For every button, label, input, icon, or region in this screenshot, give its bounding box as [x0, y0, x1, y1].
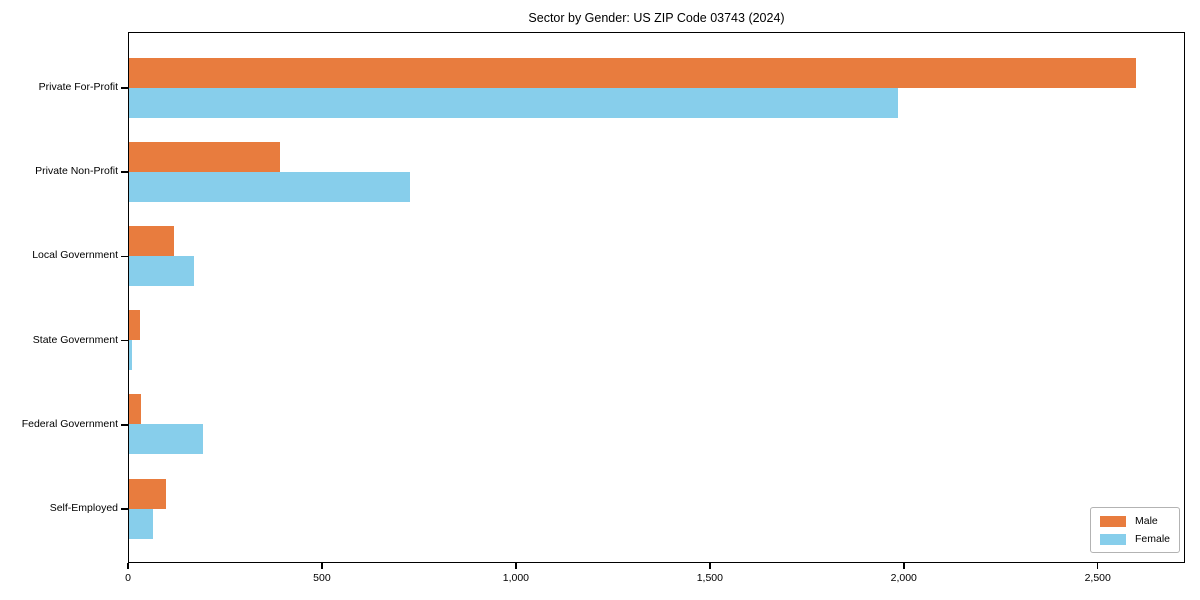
legend-item-male: Male [1099, 515, 1170, 527]
bar-male-local-government [129, 225, 174, 256]
y-tick-mark [121, 255, 128, 258]
bar-female-self-employed [129, 508, 153, 539]
y-tick-mark [121, 508, 128, 510]
chart-title: Sector by Gender: US ZIP Code 03743 (202… [528, 11, 785, 25]
legend-swatch-female-icon [1099, 533, 1126, 545]
bar-female-federal-government [129, 424, 203, 455]
y-axis-category-label-private-for-profit: Private For-Profit [38, 81, 118, 93]
y-tick-mark [121, 87, 128, 89]
x-axis-tick-label-1500: 1,500 [696, 572, 723, 584]
y-axis-category-label-private-non-profit: Private Non-Profit [35, 165, 118, 178]
y-axis-category-label-state-government: State Government [32, 333, 118, 346]
legend-item-female: Female [1099, 533, 1170, 545]
x-tick-mark [515, 563, 517, 569]
x-axis: 0 500 1,000 1,500 2,000 2,500 [125, 563, 1185, 595]
y-tick-mark [121, 424, 128, 426]
bar-male-private-non-profit [129, 141, 280, 172]
x-tick-mark [127, 563, 129, 569]
x-tick-mark [321, 563, 323, 569]
x-tick-mark [709, 563, 711, 569]
y-axis-category-label-federal-government: Federal Government [21, 417, 118, 430]
bar-male-private-for-profit [129, 57, 1136, 88]
y-tick-mark [121, 171, 128, 173]
plot-area: Male Female [128, 32, 1185, 563]
legend-label-female: Female [1134, 533, 1170, 545]
legend: Male Female [1089, 507, 1180, 553]
bar-female-private-for-profit [129, 87, 898, 118]
x-axis-tick-label-1000: 1,000 [502, 572, 530, 584]
bar-female-state-government [129, 340, 133, 371]
y-tick-mark [121, 339, 128, 342]
x-axis-tick-label-500: 500 [313, 572, 331, 584]
x-tick-mark [1096, 563, 1099, 569]
bar-female-private-non-profit [129, 171, 410, 202]
bar-male-self-employed [129, 478, 166, 509]
y-axis-category-label-self-employed: Self-Employed [49, 502, 118, 514]
bar-male-federal-government [129, 394, 141, 425]
bar-male-state-government [129, 310, 140, 341]
y-axis-category-label-local-government: Local Government [32, 249, 118, 262]
legend-label-male: Male [1134, 515, 1158, 527]
legend-swatch-male-icon [1099, 515, 1126, 527]
bar-female-local-government [129, 255, 195, 286]
x-axis-tick-label-2000: 2,000 [890, 572, 917, 584]
y-axis: Private For-Profit Private Non-Profit Loca… [0, 0, 128, 600]
x-axis-tick-label-0: 0 [125, 572, 131, 584]
x-tick-mark [903, 563, 905, 569]
x-axis-tick-label-2500: 2,500 [1084, 572, 1111, 584]
